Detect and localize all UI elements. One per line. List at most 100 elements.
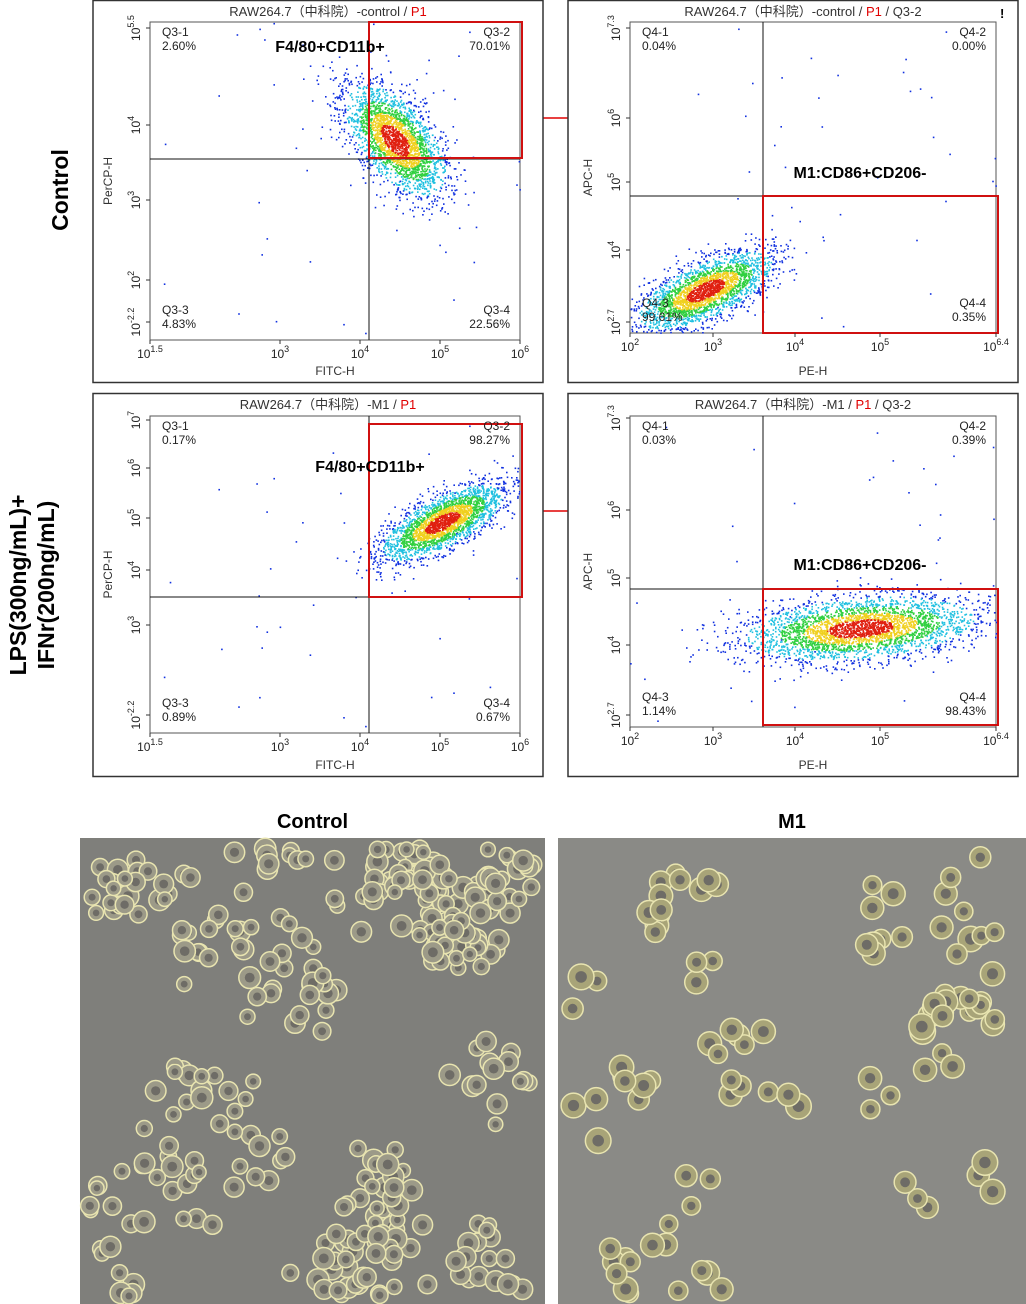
event-dot: [684, 307, 687, 309]
event-dot: [371, 100, 373, 103]
event-dot: [406, 130, 409, 132]
event-dot: [439, 210, 442, 212]
event-dot: [448, 162, 450, 165]
event-dot: [687, 265, 690, 267]
event-dot: [411, 135, 413, 138]
event-dot: [414, 104, 417, 107]
event-dot: [303, 78, 305, 80]
event-dot: [373, 150, 375, 152]
event-dot: [353, 114, 356, 116]
event-dot: [360, 96, 362, 98]
event-dot: [403, 115, 406, 118]
event-dot: [360, 153, 363, 156]
event-dot: [731, 304, 733, 307]
event-dot: [414, 149, 417, 152]
event-dot: [427, 161, 430, 163]
event-dot: [398, 142, 400, 144]
event-dot: [379, 115, 382, 118]
event-dot: [388, 139, 390, 142]
event-dot: [423, 165, 426, 168]
event-dot: [734, 265, 737, 268]
event-dot: [392, 137, 395, 140]
event-dot: [417, 154, 420, 157]
event-dot: [358, 86, 360, 89]
event-dot: [449, 164, 451, 167]
event-dot: [410, 101, 412, 104]
event-dot: [445, 163, 448, 166]
event-dot: [435, 204, 438, 207]
event-dot: [686, 287, 689, 290]
event-dot: [703, 252, 705, 255]
tick-exp: 5.5: [126, 15, 136, 28]
event-dot: [661, 290, 664, 292]
event-dot: [677, 301, 679, 304]
event-dot: [402, 122, 404, 125]
event-dot: [383, 149, 386, 152]
event-dot: [667, 325, 669, 328]
event-dot: [388, 120, 390, 123]
event-dot: [712, 294, 715, 296]
event-dot: [648, 329, 650, 331]
event-dot: [378, 155, 380, 157]
event-dot: [380, 124, 382, 127]
event-dot: [343, 128, 346, 131]
event-dot: [386, 136, 389, 138]
tick-base: 10: [129, 27, 143, 41]
event-dot: [754, 243, 756, 245]
event-dot: [701, 321, 704, 324]
event-dot: [344, 79, 346, 82]
event-dot: [379, 113, 382, 116]
event-dot: [330, 114, 332, 117]
event-dot: [416, 165, 419, 167]
event-dot: [394, 135, 396, 137]
event-dot: [410, 116, 413, 119]
event-dot: [382, 116, 384, 118]
event-dot: [433, 170, 436, 173]
event-dot: [266, 238, 269, 240]
event-dot: [415, 170, 417, 173]
event-dot: [403, 170, 405, 172]
event-dot: [373, 147, 376, 149]
event-dot: [763, 280, 766, 282]
event-dot: [406, 115, 409, 118]
event-dot: [379, 129, 382, 132]
event-dot: [723, 273, 726, 275]
event-dot: [456, 176, 458, 178]
event-dot: [752, 259, 754, 261]
event-dot: [340, 90, 343, 93]
event-dot: [376, 147, 379, 150]
event-dot: [388, 103, 391, 105]
event-dot: [715, 267, 717, 270]
event-dot: [442, 197, 444, 200]
event-dot: [388, 127, 390, 130]
event-dot: [782, 251, 785, 253]
tick-label: 105: [431, 344, 449, 361]
event-dot: [745, 259, 747, 261]
event-dot: [371, 142, 373, 144]
event-dot: [423, 158, 426, 161]
event-dot: [420, 181, 423, 183]
event-dot: [425, 133, 428, 135]
event-dot: [371, 118, 373, 120]
event-dot: [722, 269, 725, 272]
event-dot: [393, 138, 396, 141]
event-dot: [371, 147, 374, 149]
event-dot: [363, 121, 365, 123]
event-dot: [460, 174, 462, 176]
event-dot: [635, 310, 638, 312]
event-dot: [384, 92, 386, 95]
event-dot: [409, 187, 411, 190]
event-dot: [376, 81, 378, 83]
event-dot: [409, 150, 412, 152]
event-dot: [386, 137, 388, 139]
event-dot: [689, 290, 691, 292]
event-dot: [401, 162, 404, 165]
event-dot: [368, 167, 371, 170]
event-dot: [424, 130, 426, 132]
event-dot: [734, 277, 736, 279]
event-dot: [366, 148, 368, 150]
event-dot: [712, 269, 714, 271]
event-dot: [365, 99, 367, 101]
event-dot: [419, 176, 422, 179]
event-dot: [383, 148, 386, 151]
